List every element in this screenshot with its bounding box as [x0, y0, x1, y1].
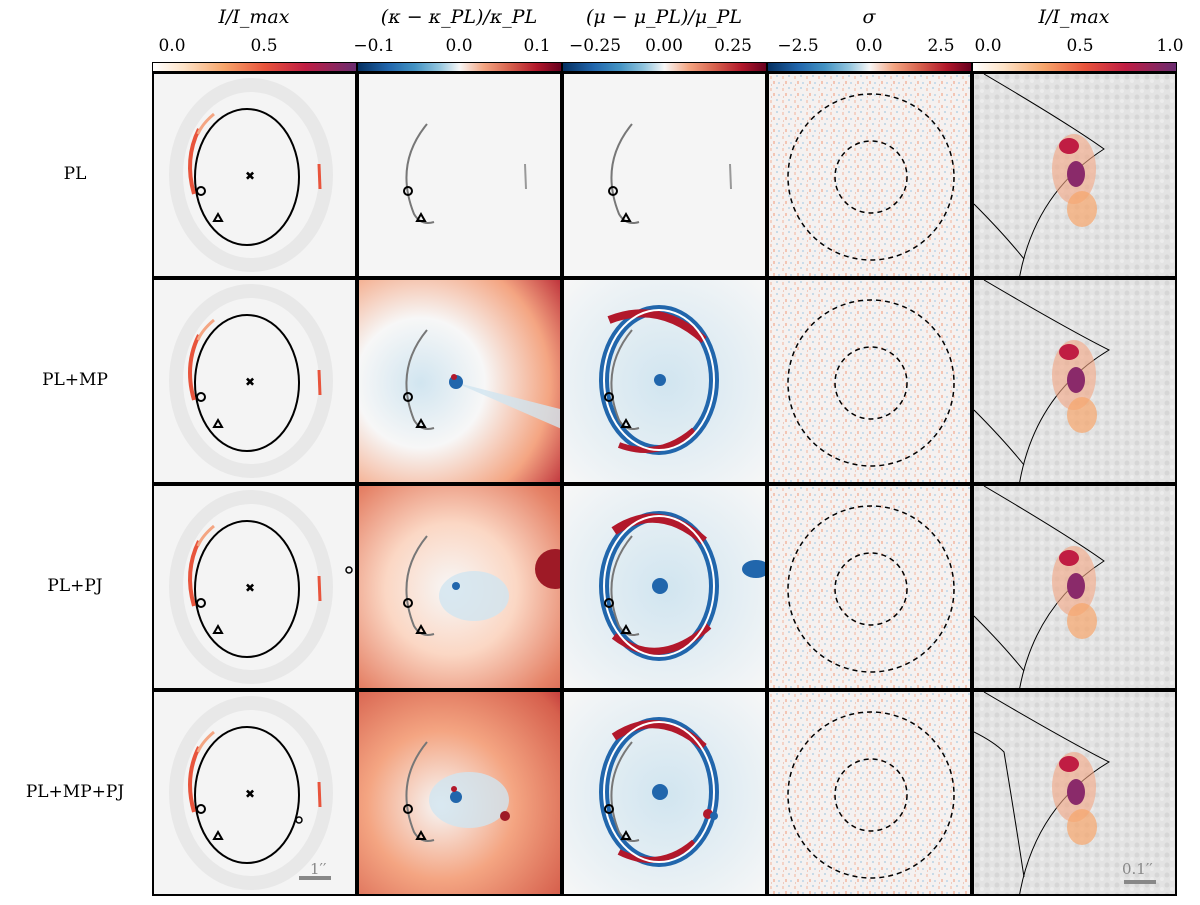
panel-pl-zoom: [972, 72, 1177, 278]
svg-text:✖: ✖: [245, 169, 255, 183]
tick-label: 0.0: [974, 36, 1002, 56]
row-label-pl-mp-pj: PL+MP+PJ: [25, 782, 125, 802]
panel-pl-sigma: [767, 72, 972, 278]
panel-pl-mp-pj-image: ✖: [152, 690, 357, 896]
tick-label: −0.1: [353, 36, 395, 56]
tick-label: 0.0: [445, 36, 473, 56]
panel-pl-kappa: [357, 72, 562, 278]
colorbar-title-intensity: I/I_max: [218, 6, 290, 28]
tick-label: 0.25: [714, 36, 752, 56]
panel-pl-mu: [562, 72, 767, 278]
panel-pl-mp-image: ✖: [152, 278, 357, 484]
panel-pl-mp-pj-kappa: [357, 690, 562, 896]
tick-label: 0.0: [158, 36, 186, 56]
tick-label: 1.0: [1156, 36, 1184, 56]
tick-label: 0.00: [645, 36, 683, 56]
svg-text:✖: ✖: [245, 787, 255, 801]
panel-pl-pj-image: ✖: [152, 484, 357, 690]
panel-pl-mp-zoom: [972, 278, 1177, 484]
colorbar-title-mu: (μ − μ_PL)/μ_PL: [585, 6, 743, 28]
tick-label: −0.25: [568, 36, 622, 56]
panel-pl-mp-mu: [562, 278, 767, 484]
colorbar-kappa: [357, 62, 562, 72]
panel-pl-pj-zoom: [972, 484, 1177, 690]
svg-text:✖: ✖: [245, 375, 255, 389]
colorbar-intensity: [152, 62, 357, 72]
row-label-pl-pj: PL+PJ: [47, 576, 103, 596]
scalebar-label-right: 0.1′′: [1122, 860, 1153, 878]
panel-pl-mp-kappa: [357, 278, 562, 484]
tick-label: 0.5: [1066, 36, 1094, 56]
colorbar-mu: [562, 62, 767, 72]
tick-label: 0.5: [250, 36, 278, 56]
colorbar-title-kappa: (κ − κ_PL)/κ_PL: [380, 6, 538, 28]
panel-pl-mp-sigma: [767, 278, 972, 484]
svg-text:✖: ✖: [245, 581, 255, 595]
colorbar-title-sigma: σ: [862, 6, 876, 28]
colorbar-intensity-zoom: [972, 62, 1177, 72]
panel-pl-pj-sigma: [767, 484, 972, 690]
tick-label: 0.1: [523, 36, 551, 56]
panel-pl-mp-pj-sigma: [767, 690, 972, 896]
tick-label: 0.0: [855, 36, 883, 56]
row-label-pl: PL: [63, 164, 87, 184]
tick-label: 2.5: [927, 36, 955, 56]
colorbar-title-intensity-zoom: I/I_max: [1038, 6, 1110, 28]
panel-pl-pj-mu: [562, 484, 767, 690]
panel-pl-mp-pj-zoom: [972, 690, 1177, 896]
panel-pl-pj-kappa: [357, 484, 562, 690]
panel-pl-image: ✖: [152, 72, 357, 278]
row-label-pl-mp: PL+MP: [42, 370, 108, 390]
scalebar-label-left: 1′′: [310, 860, 327, 878]
panel-pl-mp-pj-mu: [562, 690, 767, 896]
tick-label: −2.5: [777, 36, 819, 56]
colorbar-sigma: [767, 62, 972, 72]
